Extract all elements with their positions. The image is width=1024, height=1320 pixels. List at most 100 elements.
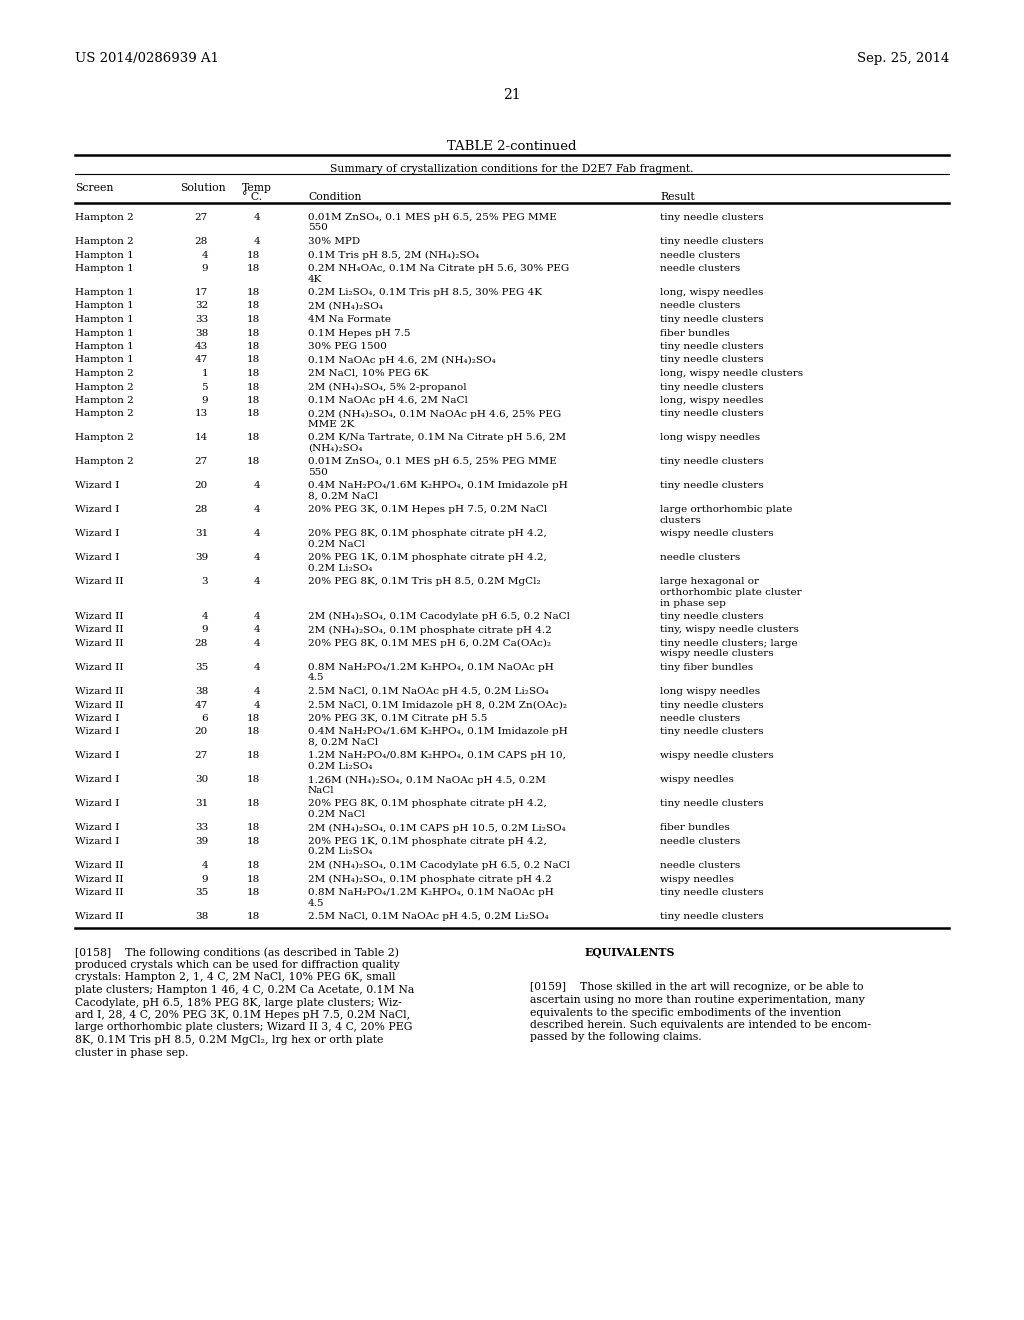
- Text: 18: 18: [247, 433, 260, 442]
- Text: 18: 18: [247, 370, 260, 378]
- Text: 39: 39: [195, 553, 208, 562]
- Text: 35: 35: [195, 663, 208, 672]
- Text: Hampton 1: Hampton 1: [75, 355, 134, 364]
- Text: described herein. Such equivalents are intended to be encom-: described herein. Such equivalents are i…: [530, 1020, 871, 1030]
- Text: Cacodylate, pH 6.5, 18% PEG 8K, large plate clusters; Wiz-: Cacodylate, pH 6.5, 18% PEG 8K, large pl…: [75, 998, 401, 1007]
- Text: 2M (NH₄)₂SO₄, 0.1M CAPS pH 10.5, 0.2M Li₂SO₄: 2M (NH₄)₂SO₄, 0.1M CAPS pH 10.5, 0.2M Li…: [308, 824, 565, 833]
- Text: 4.5: 4.5: [308, 673, 325, 682]
- Text: 30% PEG 1500: 30% PEG 1500: [308, 342, 387, 351]
- Text: Screen: Screen: [75, 183, 114, 193]
- Text: 0.2M Li₂SO₄: 0.2M Li₂SO₄: [308, 847, 373, 857]
- Text: tiny needle clusters: tiny needle clusters: [660, 315, 764, 323]
- Text: 18: 18: [247, 355, 260, 364]
- Text: wispy needle clusters: wispy needle clusters: [660, 751, 773, 760]
- Text: Hampton 1: Hampton 1: [75, 264, 134, 273]
- Text: Wizard I: Wizard I: [75, 776, 120, 784]
- Text: 18: 18: [247, 288, 260, 297]
- Text: tiny needle clusters: tiny needle clusters: [660, 482, 764, 491]
- Text: 9: 9: [202, 264, 208, 273]
- Text: Hampton 2: Hampton 2: [75, 238, 134, 246]
- Text: MME 2K: MME 2K: [308, 420, 354, 429]
- Text: 0.4M NaH₂PO₄/1.6M K₂HPO₄, 0.1M Imidazole pH: 0.4M NaH₂PO₄/1.6M K₂HPO₄, 0.1M Imidazole…: [308, 482, 567, 491]
- Text: [0158]    The following conditions (as described in Table 2): [0158] The following conditions (as desc…: [75, 948, 399, 958]
- Text: 47: 47: [195, 355, 208, 364]
- Text: 4: 4: [253, 626, 260, 635]
- Text: 18: 18: [247, 800, 260, 808]
- Text: needle clusters: needle clusters: [660, 553, 740, 562]
- Text: 38: 38: [195, 686, 208, 696]
- Text: 20% PEG 3K, 0.1M Citrate pH 5.5: 20% PEG 3K, 0.1M Citrate pH 5.5: [308, 714, 487, 723]
- Text: 18: 18: [247, 342, 260, 351]
- Text: EQUIVALENTS: EQUIVALENTS: [585, 948, 676, 958]
- Text: Hampton 1: Hampton 1: [75, 301, 134, 310]
- Text: 20: 20: [195, 482, 208, 491]
- Text: Wizard II: Wizard II: [75, 612, 124, 620]
- Text: 4: 4: [253, 213, 260, 222]
- Text: 4: 4: [253, 529, 260, 539]
- Text: 13: 13: [195, 409, 208, 418]
- Text: Wizard I: Wizard I: [75, 553, 120, 562]
- Text: (NH₄)₂SO₄: (NH₄)₂SO₄: [308, 444, 362, 453]
- Text: 2.5M NaCl, 0.1M NaOAc pH 4.5, 0.2M Li₂SO₄: 2.5M NaCl, 0.1M NaOAc pH 4.5, 0.2M Li₂SO…: [308, 686, 549, 696]
- Text: 28: 28: [195, 506, 208, 515]
- Text: 2M NaCl, 10% PEG 6K: 2M NaCl, 10% PEG 6K: [308, 370, 428, 378]
- Text: 0.2M K/Na Tartrate, 0.1M Na Citrate pH 5.6, 2M: 0.2M K/Na Tartrate, 0.1M Na Citrate pH 5…: [308, 433, 566, 442]
- Text: Wizard II: Wizard II: [75, 626, 124, 635]
- Text: crystals: Hampton 2, 1, 4 C, 2M NaCl, 10% PEG 6K, small: crystals: Hampton 2, 1, 4 C, 2M NaCl, 10…: [75, 973, 395, 982]
- Text: 2.5M NaCl, 0.1M NaOAc pH 4.5, 0.2M Li₂SO₄: 2.5M NaCl, 0.1M NaOAc pH 4.5, 0.2M Li₂SO…: [308, 912, 549, 921]
- Text: 0.2M Li₂SO₄: 0.2M Li₂SO₄: [308, 564, 373, 573]
- Text: tiny needle clusters: tiny needle clusters: [660, 238, 764, 246]
- Text: 0.2M Li₂SO₄: 0.2M Li₂SO₄: [308, 762, 373, 771]
- Text: Wizard I: Wizard I: [75, 506, 120, 515]
- Text: Wizard II: Wizard II: [75, 861, 124, 870]
- Text: 3: 3: [202, 578, 208, 586]
- Text: 0.2M NaCl: 0.2M NaCl: [308, 810, 365, 818]
- Text: 18: 18: [247, 888, 260, 898]
- Text: 2M (NH₄)₂SO₄, 0.1M Cacodylate pH 6.5, 0.2 NaCl: 2M (NH₄)₂SO₄, 0.1M Cacodylate pH 6.5, 0.…: [308, 861, 570, 870]
- Text: 0.8M NaH₂PO₄/1.2M K₂HPO₄, 0.1M NaOAc pH: 0.8M NaH₂PO₄/1.2M K₂HPO₄, 0.1M NaOAc pH: [308, 663, 554, 672]
- Text: 4: 4: [202, 612, 208, 620]
- Text: 18: 18: [247, 315, 260, 323]
- Text: Wizard II: Wizard II: [75, 639, 124, 648]
- Text: 0.2M (NH₄)₂SO₄, 0.1M NaOAc pH 4.6, 25% PEG: 0.2M (NH₄)₂SO₄, 0.1M NaOAc pH 4.6, 25% P…: [308, 409, 561, 418]
- Text: 9: 9: [202, 626, 208, 635]
- Text: large orthorhombic plate clusters; Wizard II 3, 4 C, 20% PEG: large orthorhombic plate clusters; Wizar…: [75, 1023, 413, 1032]
- Text: 28: 28: [195, 238, 208, 246]
- Text: 4K: 4K: [308, 275, 323, 284]
- Text: 8, 0.2M NaCl: 8, 0.2M NaCl: [308, 492, 378, 502]
- Text: wispy needles: wispy needles: [660, 776, 734, 784]
- Text: plate clusters; Hampton 1 46, 4 C, 0.2M Ca Acetate, 0.1M Na: plate clusters; Hampton 1 46, 4 C, 0.2M …: [75, 985, 415, 995]
- Text: 38: 38: [195, 329, 208, 338]
- Text: Wizard II: Wizard II: [75, 701, 124, 710]
- Text: Wizard I: Wizard I: [75, 824, 120, 833]
- Text: 4: 4: [253, 639, 260, 648]
- Text: fiber bundles: fiber bundles: [660, 329, 730, 338]
- Text: long, wispy needle clusters: long, wispy needle clusters: [660, 370, 803, 378]
- Text: Wizard I: Wizard I: [75, 800, 120, 808]
- Text: Hampton 1: Hampton 1: [75, 342, 134, 351]
- Text: Hampton 1: Hampton 1: [75, 329, 134, 338]
- Text: 27: 27: [195, 751, 208, 760]
- Text: Sep. 25, 2014: Sep. 25, 2014: [857, 51, 949, 65]
- Text: 39: 39: [195, 837, 208, 846]
- Text: 1.2M NaH₂PO₄/0.8M K₂HPO₄, 0.1M CAPS pH 10,: 1.2M NaH₂PO₄/0.8M K₂HPO₄, 0.1M CAPS pH 1…: [308, 751, 566, 760]
- Text: needle clusters: needle clusters: [660, 264, 740, 273]
- Text: 18: 18: [247, 912, 260, 921]
- Text: 18: 18: [247, 874, 260, 883]
- Text: Wizard II: Wizard II: [75, 912, 124, 921]
- Text: 18: 18: [247, 824, 260, 833]
- Text: 33: 33: [195, 315, 208, 323]
- Text: 4M Na Formate: 4M Na Formate: [308, 315, 391, 323]
- Text: tiny needle clusters: tiny needle clusters: [660, 383, 764, 392]
- Text: 6: 6: [202, 714, 208, 723]
- Text: TABLE 2-continued: TABLE 2-continued: [447, 140, 577, 153]
- Text: 0.01M ZnSO₄, 0.1 MES pH 6.5, 25% PEG MME: 0.01M ZnSO₄, 0.1 MES pH 6.5, 25% PEG MME: [308, 213, 557, 222]
- Text: Wizard II: Wizard II: [75, 686, 124, 696]
- Text: wispy needle clusters: wispy needle clusters: [660, 649, 773, 659]
- Text: Condition: Condition: [308, 191, 361, 202]
- Text: 0.1M Hepes pH 7.5: 0.1M Hepes pH 7.5: [308, 329, 411, 338]
- Text: tiny needle clusters: tiny needle clusters: [660, 213, 764, 222]
- Text: large hexagonal or: large hexagonal or: [660, 578, 759, 586]
- Text: tiny needle clusters: tiny needle clusters: [660, 409, 764, 418]
- Text: 18: 18: [247, 251, 260, 260]
